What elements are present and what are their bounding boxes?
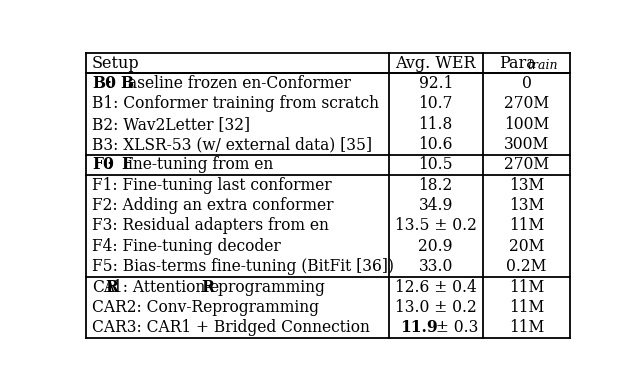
Text: ± 0.3: ± 0.3	[431, 319, 478, 336]
Text: 13.0 ± 0.2: 13.0 ± 0.2	[395, 299, 477, 316]
Text: 12.6 ± 0.4: 12.6 ± 0.4	[395, 279, 477, 296]
Text: 13M: 13M	[509, 177, 544, 194]
Text: B3: XLSR-53 (w/ external data) [35]: B3: XLSR-53 (w/ external data) [35]	[92, 136, 372, 153]
Text: F3: Residual adapters from en: F3: Residual adapters from en	[92, 217, 329, 235]
Text: 11M: 11M	[509, 217, 544, 235]
Text: 92.1: 92.1	[419, 75, 453, 92]
Text: R: R	[202, 279, 214, 296]
Text: Setup: Setup	[92, 55, 140, 72]
Text: F: F	[121, 156, 132, 173]
Text: 0.2M: 0.2M	[506, 258, 547, 275]
Text: 34.9: 34.9	[419, 197, 453, 214]
Text: 20.9: 20.9	[419, 238, 453, 255]
Text: 10.7: 10.7	[419, 95, 453, 112]
Text: :: :	[108, 75, 117, 92]
Text: 10.5: 10.5	[419, 156, 453, 173]
Text: F5: Bias-terms fine-tuning (BitFit [36]): F5: Bias-terms fine-tuning (BitFit [36])	[92, 258, 394, 275]
Text: 270M: 270M	[504, 156, 549, 173]
Text: 11M: 11M	[509, 279, 544, 296]
Text: 13.5 ± 0.2: 13.5 ± 0.2	[395, 217, 477, 235]
Text: F2: Adding an extra conformer: F2: Adding an extra conformer	[92, 197, 333, 214]
Text: 100M: 100M	[504, 116, 549, 133]
Text: CAR3: CAR1 + Bridged Connection: CAR3: CAR1 + Bridged Connection	[92, 319, 370, 336]
Text: 18.2: 18.2	[419, 177, 453, 194]
Text: Avg. WER: Avg. WER	[396, 55, 476, 72]
Text: :: :	[108, 156, 117, 173]
Text: 33.0: 33.0	[419, 258, 453, 275]
Text: 11.9: 11.9	[400, 319, 438, 336]
Text: train: train	[527, 59, 557, 72]
Text: 1: Attention-: 1: Attention-	[113, 279, 211, 296]
Text: 300M: 300M	[504, 136, 549, 153]
Text: 11.8: 11.8	[419, 116, 453, 133]
Text: CA: CA	[92, 279, 115, 296]
Text: aseline frozen en-Conformer: aseline frozen en-Conformer	[129, 75, 351, 92]
Text: 13M: 13M	[509, 197, 544, 214]
Text: eprogramming: eprogramming	[209, 279, 325, 296]
Text: R: R	[106, 279, 118, 296]
Text: CAR2: Conv-Reprogramming: CAR2: Conv-Reprogramming	[92, 299, 319, 316]
Text: 11M: 11M	[509, 299, 544, 316]
Text: Para: Para	[499, 55, 536, 72]
Text: B: B	[121, 75, 134, 92]
Text: B2: Wav2Letter [32]: B2: Wav2Letter [32]	[92, 116, 250, 133]
Text: B1: Conformer training from scratch: B1: Conformer training from scratch	[92, 95, 379, 112]
Text: 20M: 20M	[509, 238, 544, 255]
Text: 270M: 270M	[504, 95, 549, 112]
Text: F0: F0	[92, 156, 114, 173]
Text: ine-tuning from en: ine-tuning from en	[129, 156, 274, 173]
Text: 10.6: 10.6	[419, 136, 453, 153]
Text: F4: Fine-tuning decoder: F4: Fine-tuning decoder	[92, 238, 281, 255]
Text: 11M: 11M	[509, 319, 544, 336]
Text: F1: Fine-tuning last conformer: F1: Fine-tuning last conformer	[92, 177, 332, 194]
Text: 0: 0	[522, 75, 531, 92]
Text: B0: B0	[92, 75, 116, 92]
